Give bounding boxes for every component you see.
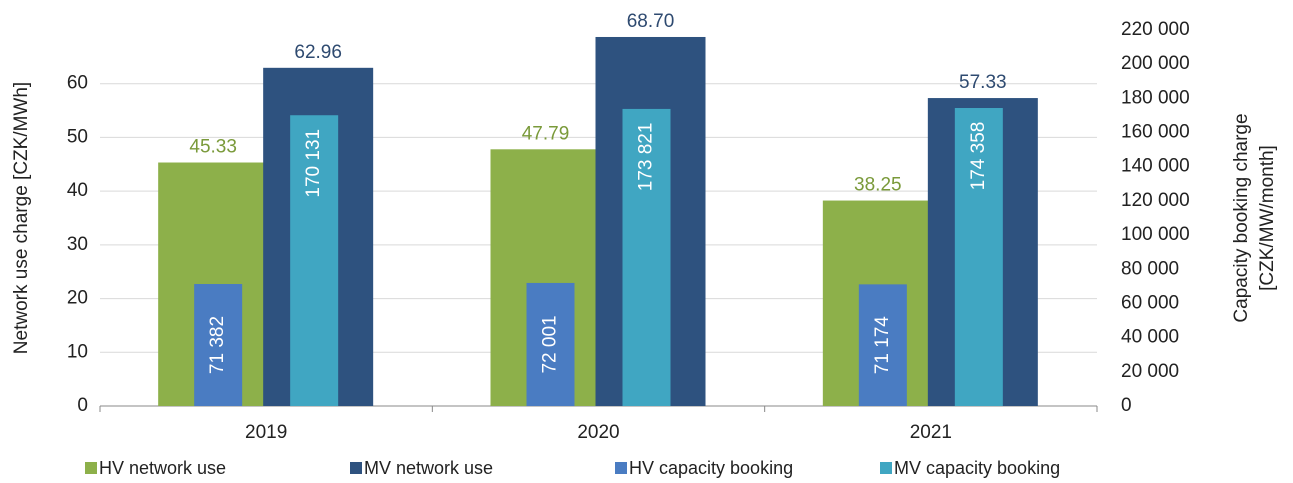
bar xyxy=(954,108,1003,407)
value-label: 71 174 xyxy=(872,316,893,375)
bar xyxy=(622,108,671,407)
value-label: 174 358 xyxy=(968,122,989,191)
y-tick-label: 30 xyxy=(67,234,88,255)
x-tick-label: 2021 xyxy=(910,422,952,443)
bar xyxy=(290,115,339,406)
y2-tick-label: 40 000 xyxy=(1121,327,1179,348)
value-label: 45.33 xyxy=(189,137,237,158)
y2-axis-title: Capacity booking charge xyxy=(1231,113,1252,322)
y-tick-label: 50 xyxy=(67,126,88,147)
value-label: 38.25 xyxy=(854,175,902,196)
y2-tick-label: 0 xyxy=(1121,395,1132,416)
y2-axis-title: [CZK/MW/month] xyxy=(1257,145,1278,291)
legend-label: MV network use xyxy=(364,458,493,478)
legend-swatch xyxy=(880,462,892,474)
legend-swatch xyxy=(85,462,97,474)
value-label: 173 821 xyxy=(636,123,657,192)
legend-label: HV network use xyxy=(99,458,226,478)
value-label: 62.96 xyxy=(294,42,342,63)
value-label: 72 001 xyxy=(540,315,561,373)
value-label: 71 382 xyxy=(207,316,228,374)
y2-tick-label: 140 000 xyxy=(1121,156,1190,177)
y-tick-label: 20 xyxy=(67,288,88,309)
value-label: 68.70 xyxy=(627,11,675,32)
legend-swatch xyxy=(350,462,362,474)
legend-label: HV capacity booking xyxy=(629,458,793,478)
y2-tick-label: 220 000 xyxy=(1121,19,1190,40)
value-label: 170 131 xyxy=(303,129,324,198)
y-tick-label: 0 xyxy=(77,395,88,416)
y-tick-label: 40 xyxy=(67,180,88,201)
bar xyxy=(526,282,575,406)
y2-tick-label: 200 000 xyxy=(1121,53,1190,74)
value-label: 57.33 xyxy=(959,72,1007,93)
bar xyxy=(858,284,907,406)
x-tick-label: 2020 xyxy=(577,422,619,443)
y-tick-label: 10 xyxy=(67,341,88,362)
y2-tick-label: 100 000 xyxy=(1121,224,1190,245)
legend-label: MV capacity booking xyxy=(894,458,1060,478)
y2-tick-label: 120 000 xyxy=(1121,190,1190,211)
y-tick-label: 60 xyxy=(67,73,88,94)
y2-tick-label: 20 000 xyxy=(1121,361,1179,382)
value-label: 47.79 xyxy=(522,123,570,144)
y2-tick-label: 80 000 xyxy=(1121,258,1179,279)
y2-tick-label: 60 000 xyxy=(1121,292,1179,313)
y2-tick-label: 180 000 xyxy=(1121,87,1190,108)
x-tick-label: 2019 xyxy=(245,422,287,443)
bar xyxy=(194,284,243,406)
y-axis-title: Network use charge [CZK/MWh] xyxy=(11,82,32,354)
legend-swatch xyxy=(615,462,627,474)
y2-tick-label: 160 000 xyxy=(1121,122,1190,143)
